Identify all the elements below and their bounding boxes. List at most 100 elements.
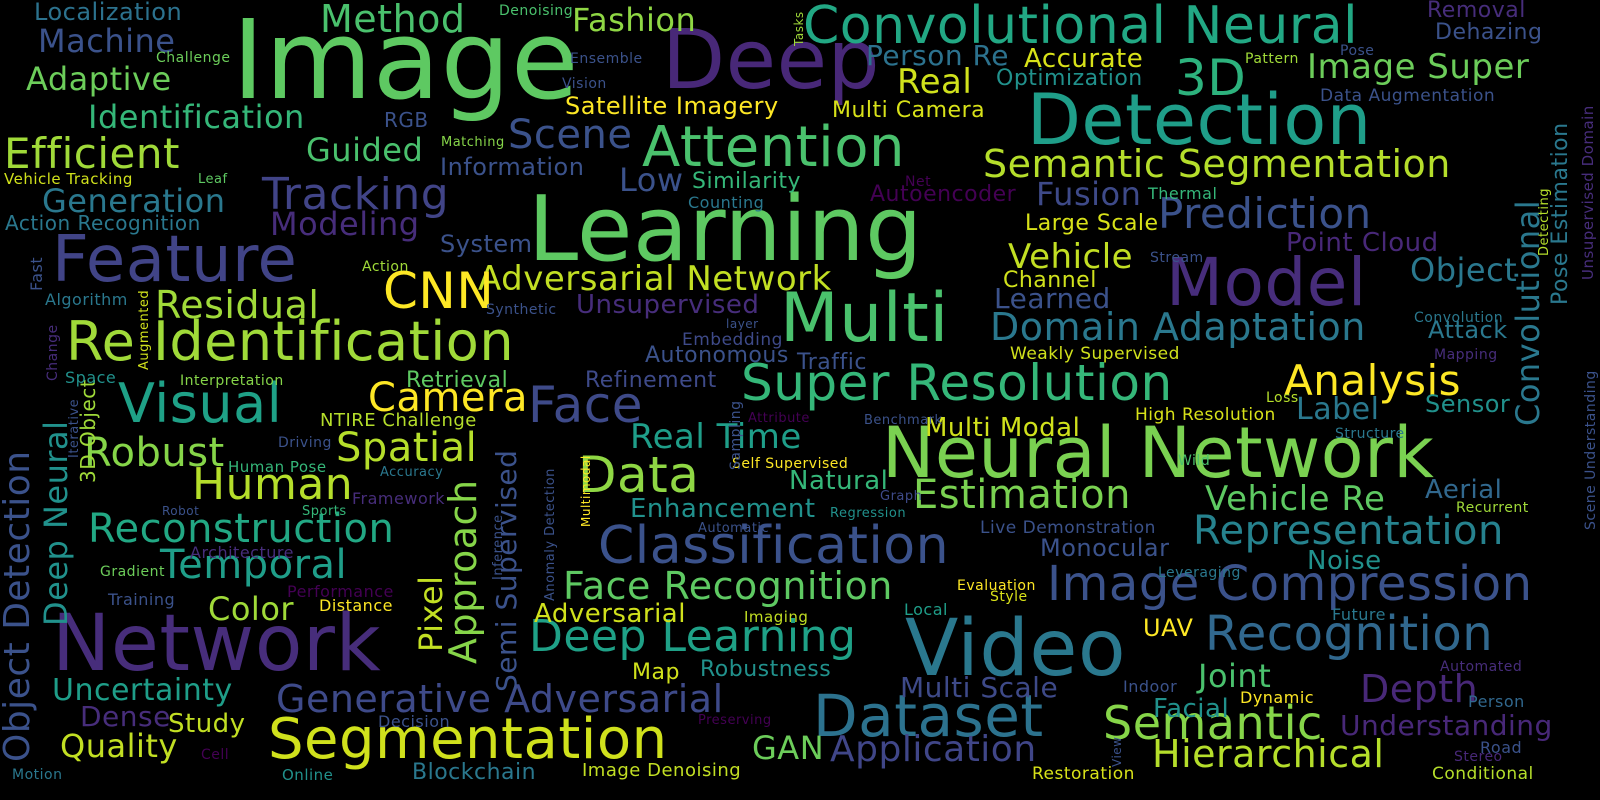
word-distance: Distance [319,596,393,615]
word-evaluation: Evaluation [957,578,1036,594]
word-study: Study [168,709,246,739]
word-adversarial-network: Adversarial Network [478,259,832,299]
word-face-recognition: Face Recognition [563,564,893,608]
word-conditional: Conditional [1432,764,1534,784]
word-pose: Pose [1340,43,1375,59]
word-framework: Framework [352,489,446,508]
word-real: Real [897,62,973,102]
word-vehicle-tracking: Vehicle Tracking [4,170,133,188]
word-deep-learning: Deep Learning [529,611,857,662]
word-hierarchical: Hierarchical [1152,732,1385,776]
word-object: Object [1410,251,1518,289]
word-convolution: Convolution [1414,310,1504,326]
word-unsupervised: Unsupervised [576,290,760,320]
word-face: Face [528,376,644,434]
word-scene: Scene [508,112,633,158]
word-dynamic: Dynamic [1240,688,1315,707]
word-performance: Performance [287,582,394,601]
word-rgb: RGB [384,108,429,132]
word-structure: Structure [1335,426,1405,442]
word-benchmark: Benchmark [864,413,943,428]
word-machine: Machine [38,22,176,60]
word-algorithm: Algorithm [45,290,128,309]
word-prediction: Prediction [1158,189,1372,238]
word-tasks: Tasks [792,11,806,46]
word-scene-understanding: Scene Understanding [1583,370,1599,530]
word-restoration: Restoration [1032,764,1135,784]
word-temporal: Temporal [160,542,348,588]
word-action: Action [362,259,409,275]
word-fast: Fast [27,256,46,291]
word-driving: Driving [278,435,332,451]
word-attack: Attack [1428,316,1508,344]
word-segmentation: Segmentation [268,707,668,772]
word-super-resolution: Super Resolution [741,354,1173,412]
word-human-pose: Human Pose [228,458,327,476]
word-uav: UAV [1143,614,1194,642]
word-road: Road [1480,738,1523,757]
word-wild: Wild [1178,453,1211,469]
word-dataset: Dataset [813,682,1044,750]
word-net: Net [905,174,932,190]
word-accuracy: Accuracy [380,465,444,480]
word-style: Style [990,589,1028,605]
word-retrieval: Retrieval [406,368,509,393]
word-data-augmentation: Data Augmentation [1320,86,1496,106]
word-leveraging: Leveraging [1158,565,1241,581]
word-stereo: Stereo [1454,749,1503,765]
word-sampling: Sampling [728,400,744,470]
word-image: Image [232,0,580,124]
word-multi-camera: Multi Camera [832,98,986,123]
word-localization: Localization [34,0,183,26]
word-decision: Decision [378,712,451,731]
word-attention: Attention [642,115,905,180]
word-tracking: Tracking [262,169,450,220]
word-dehazing: Dehazing [1435,20,1543,45]
word-modeling: Modeling [270,205,420,243]
word-learning: Learning [528,177,923,282]
word-re-identification: Re Identification [66,310,515,373]
word-data: Data [578,446,700,504]
word-vision: Vision [562,76,607,92]
word-fusion: Fusion [1036,175,1142,213]
word-identification: Identification [88,98,305,136]
word-person: Person [1468,692,1525,711]
word-system: System [440,230,533,258]
word-depth: Depth [1360,667,1479,711]
word-monocular: Monocular [1040,534,1170,562]
word-unsupervised-domain: Unsupervised Domain [1579,105,1597,280]
word-cell: Cell [201,747,230,763]
word-motion: Motion [12,767,63,783]
word-ensemble: Ensemble [570,51,643,67]
word-information: Information [440,153,585,181]
word-thermal: Thermal [1148,184,1218,203]
word-change: Change [45,324,61,381]
word-attribute: Attribute [748,411,810,426]
word-model: Model [1166,244,1367,321]
word-regression: Regression [830,506,907,521]
word-robustness: Robustness [700,657,832,682]
word-guided: Guided [306,131,424,169]
word-inference: Inference [491,514,506,580]
word-sports: Sports [302,504,347,519]
word-denoising: Denoising [499,3,574,19]
word-layer: layer [726,317,759,331]
word-loss: Loss [1266,390,1299,406]
word-automated: Automated [1440,659,1523,675]
word-training: Training [108,590,176,609]
word-preserving: Preserving [698,713,772,728]
word-traffic: Traffic [797,350,867,375]
word-cnn: CNN [383,262,495,320]
word-large-scale: Large Scale [1025,211,1159,236]
word-aerial: Aerial [1425,475,1503,505]
word-adaptive: Adaptive [26,60,172,98]
word-low: Low [619,161,684,199]
word-feature: Feature [52,223,298,297]
word-network: Network [52,599,382,689]
word-video: Video [905,604,1127,694]
word-color: Color [208,590,295,628]
word-weakly-supervised: Weakly Supervised [1010,344,1180,364]
word-vehicle: Vehicle [1008,237,1134,277]
word-satellite-imagery: Satellite Imagery [565,92,779,120]
word-autoencoder: Autoencoder [870,182,1017,207]
